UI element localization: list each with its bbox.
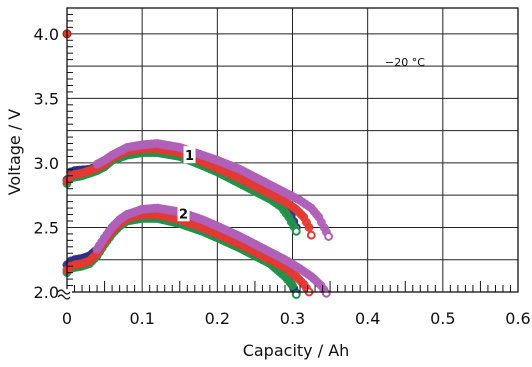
y-tick-label: 2.5 <box>34 218 59 237</box>
x-tick-label: 0.4 <box>355 309 380 328</box>
end-point-marker <box>324 232 333 241</box>
data-series <box>62 29 334 300</box>
end-point-marker <box>307 231 316 240</box>
curve-label: 1 <box>183 146 196 164</box>
end-point-marker <box>292 227 301 236</box>
x-tick-label: 0.6 <box>505 309 530 328</box>
axis-ticks <box>57 7 511 300</box>
temperature-annotation: −20 °C <box>385 56 425 69</box>
x-tick-label: 0.3 <box>280 309 305 328</box>
axis-labels: 0 0.1 0.2 0.3 0.4 0.5 0.6 2.0 2.5 3.0 3.5 4.0 1 2 <box>34 25 531 328</box>
x-tick-label: 0.5 <box>430 309 455 328</box>
y-tick-label: 3.0 <box>34 154 59 173</box>
x-tick-label: 0.1 <box>129 309 154 328</box>
end-point-marker <box>322 289 331 298</box>
axis-break-stroke <box>57 289 71 295</box>
x-tick-label: 0 <box>62 309 72 328</box>
y-tick-label: 3.5 <box>34 89 59 108</box>
y-tick-label: 2.0 <box>34 283 59 302</box>
curve-label-box <box>177 204 190 222</box>
y-tick-label: 4.0 <box>34 25 59 44</box>
curve-label: 2 <box>177 204 190 222</box>
curve-label-text: 1 <box>185 149 194 164</box>
series-group-2 <box>92 203 331 298</box>
data-point <box>304 223 314 232</box>
y-axis-title: Voltage / V <box>5 109 24 196</box>
curve-label-text: 2 <box>179 207 188 222</box>
x-axis-title: Capacity / Ah <box>243 341 350 360</box>
axis-break-stroke <box>57 294 71 300</box>
grid <box>66 8 519 293</box>
axis-break-icon <box>57 289 72 300</box>
x-tick-label: 0.2 <box>205 309 230 328</box>
data-point <box>288 281 297 290</box>
curve-label-box <box>183 146 196 164</box>
